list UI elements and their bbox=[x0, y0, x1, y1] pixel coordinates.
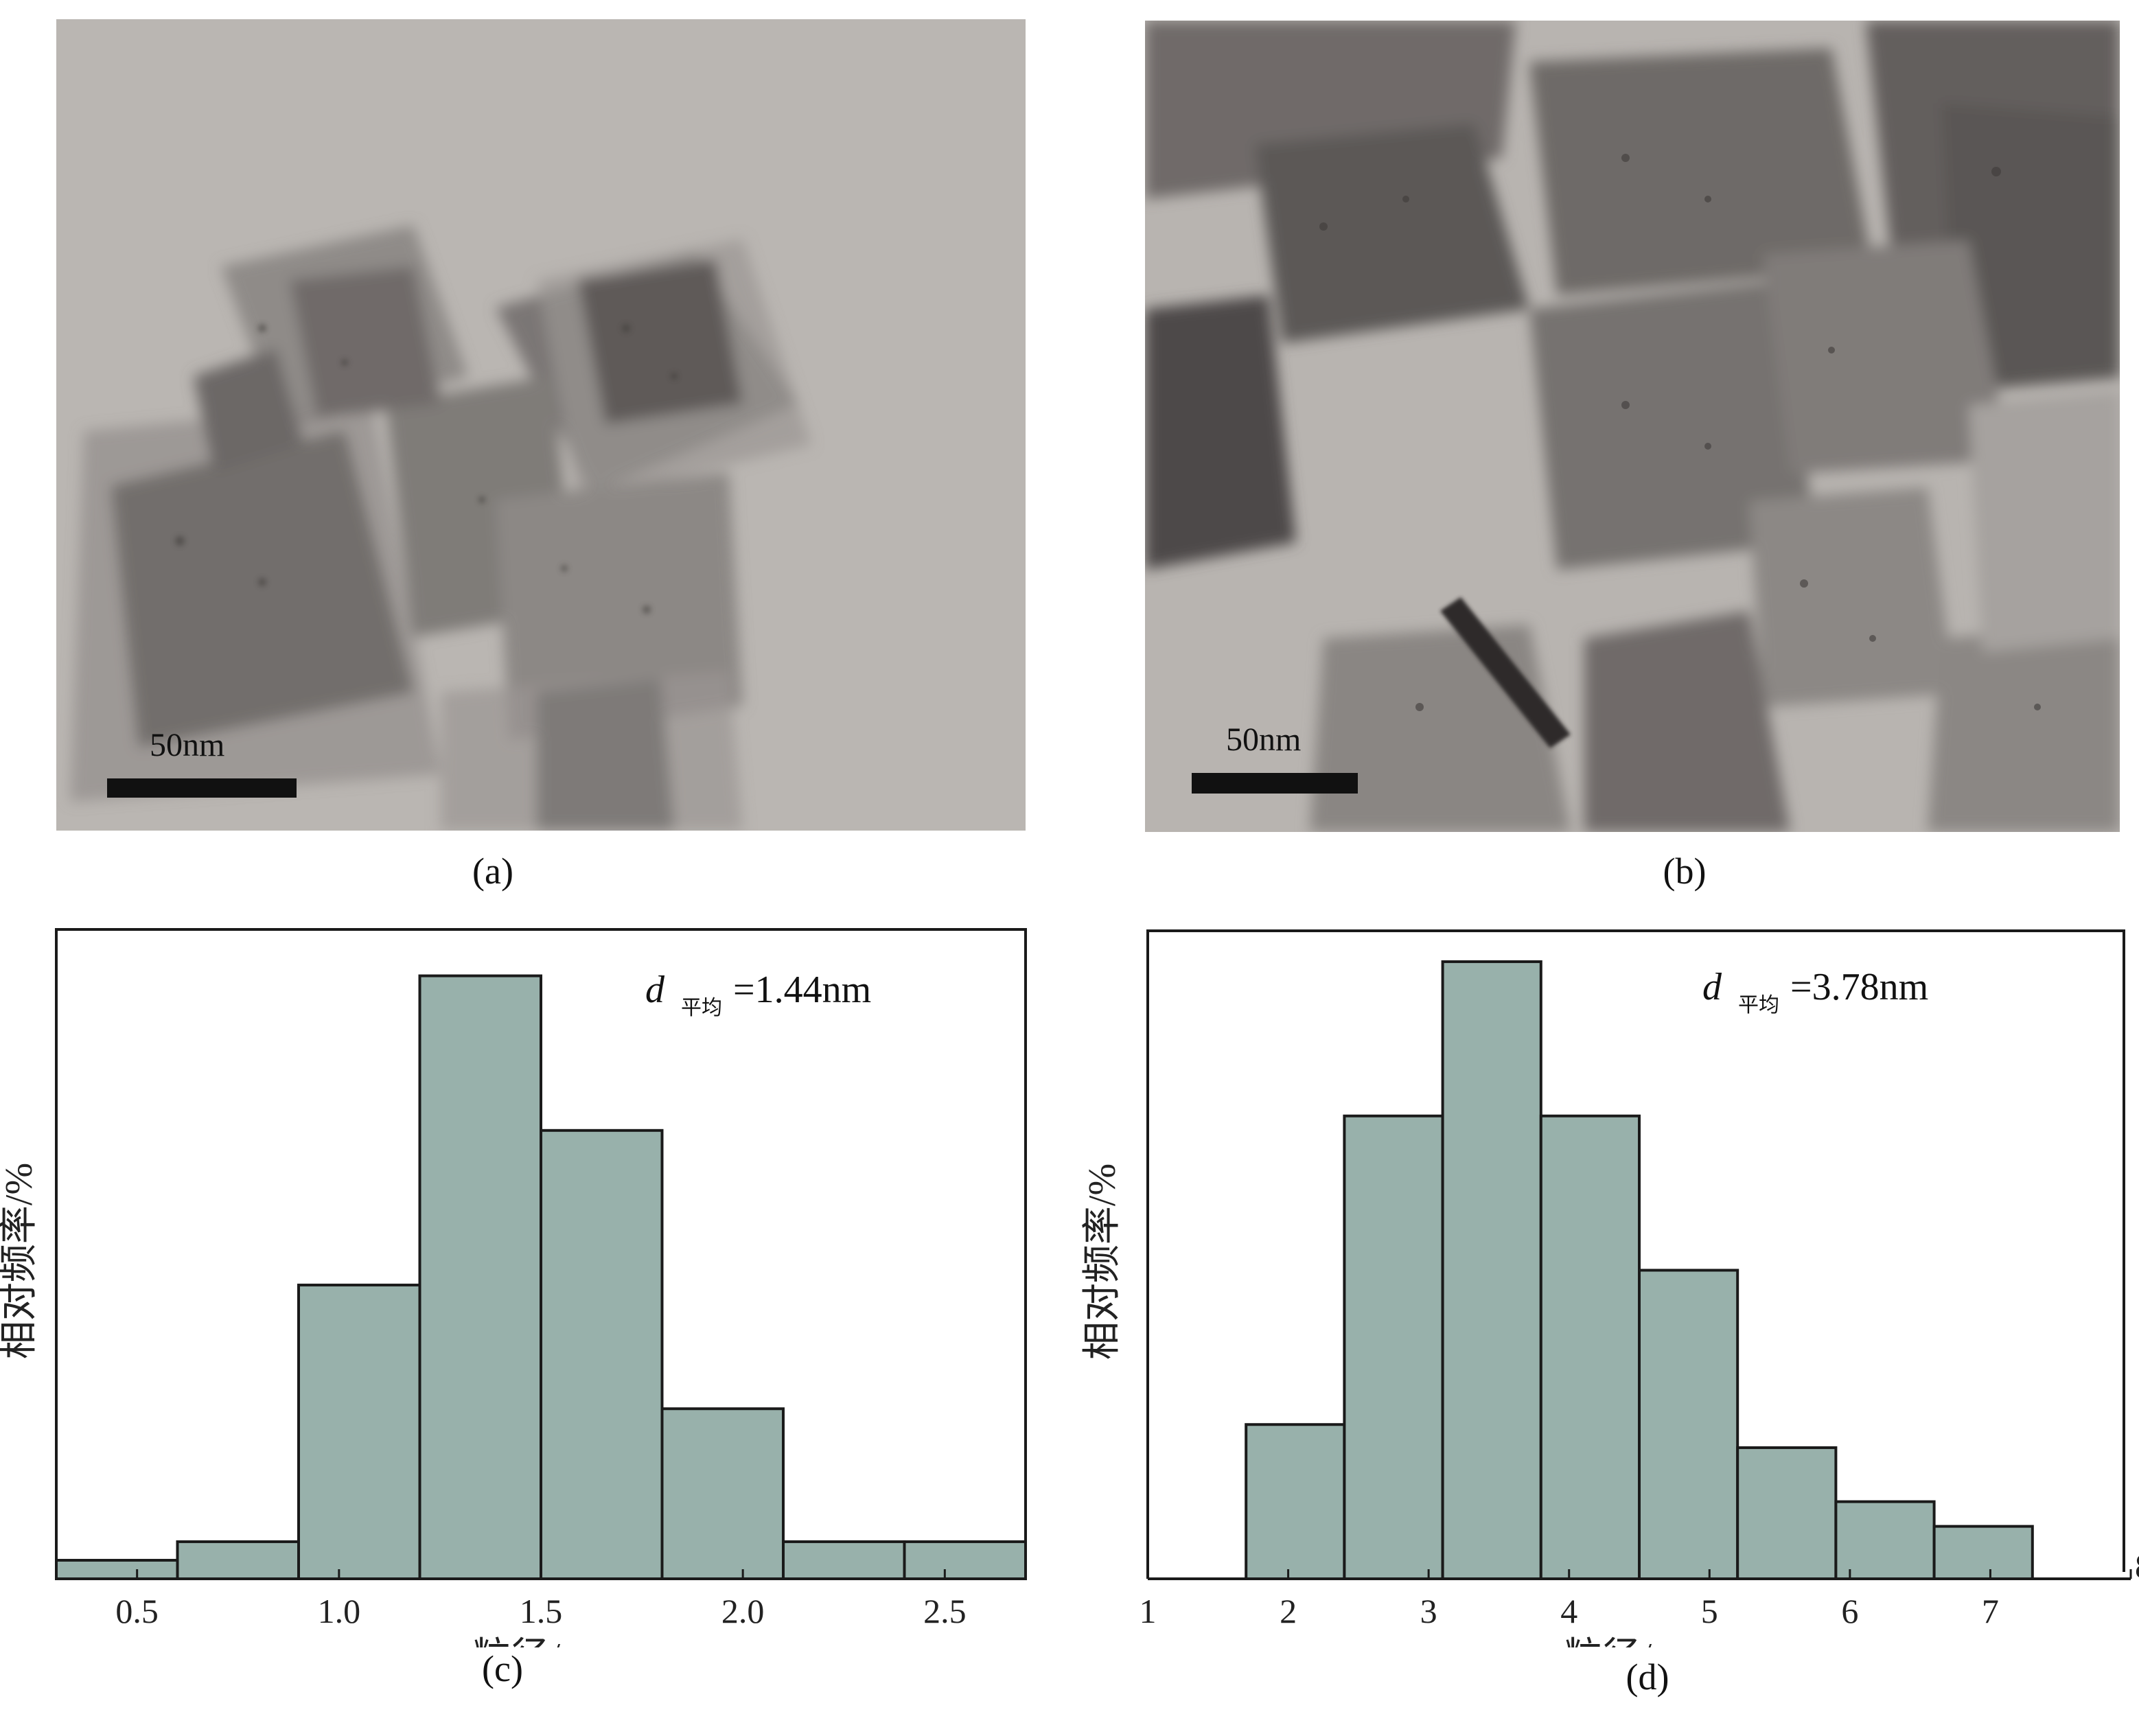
histogram-d: 1 2 3 4 5 6 7 8 粒径/nm 相对频率/% d 平均 =3.78nm bbox=[1071, 920, 2139, 1678]
histogram-bar bbox=[903, 1540, 1027, 1581]
annotation-value: =1.44nm bbox=[733, 969, 871, 1011]
histogram-bar bbox=[1539, 1114, 1641, 1580]
histogram-bar bbox=[176, 1540, 300, 1581]
mean-diameter-annotation: d 平均 =1.44nm bbox=[645, 969, 871, 1019]
x-tick-label: 1 bbox=[1140, 1592, 1157, 1630]
caption-d: (d) bbox=[1626, 1656, 1669, 1698]
y-axis-label: 相对频率/% bbox=[1081, 1164, 1124, 1360]
x-tick-label: 8 bbox=[2135, 1547, 2139, 1585]
tem-image-b-svg bbox=[1145, 21, 2120, 832]
caption-a: (a) bbox=[472, 850, 513, 892]
histogram-bar bbox=[1343, 1114, 1444, 1580]
scale-bar-b bbox=[1192, 773, 1358, 794]
tem-image-a: 50nm bbox=[56, 19, 1026, 831]
histogram-bar bbox=[297, 1284, 421, 1580]
annotation-value: =3.78nm bbox=[1790, 966, 1928, 1008]
x-axis-label: 粒径/nm bbox=[1564, 1636, 1700, 1647]
histogram-bar bbox=[1638, 1269, 1739, 1580]
x-tick-label: 5 bbox=[1701, 1592, 1718, 1630]
x-tick-label: 2 bbox=[1280, 1592, 1297, 1630]
x-tick-label: 6 bbox=[1841, 1592, 1858, 1630]
annotation-symbol: d bbox=[1702, 966, 1722, 1008]
histogram-d-svg: 1 2 3 4 5 6 7 8 粒径/nm 相对频率/% d 平均 =3.78nm bbox=[1081, 929, 2139, 1678]
histogram-bar bbox=[1245, 1423, 1346, 1580]
histogram-c-svg: 0.5 1.0 1.5 2.0 2.5 粒径/nm 相对频率/% d 平均 =1.44nm bbox=[0, 928, 1027, 1678]
plot-frame bbox=[1146, 929, 2125, 1579]
tem-image-a-svg bbox=[56, 19, 1026, 831]
histogram-c: 0.5 1.0 1.5 2.0 2.5 粒径/nm 相对频率/% d 平均 =1.44nm bbox=[0, 920, 1057, 1678]
annotation-subscript: 平均 bbox=[1738, 994, 1779, 1017]
histogram-bar bbox=[1736, 1446, 1838, 1581]
caption-b: (b) bbox=[1663, 850, 1707, 892]
histogram-bar bbox=[418, 974, 542, 1581]
x-tick-label: 4 bbox=[1560, 1592, 1577, 1630]
annotation-symbol: d bbox=[645, 969, 665, 1011]
mean-diameter-annotation: d 平均 =3.78nm bbox=[1702, 966, 1928, 1017]
x-tick-label: 7 bbox=[1982, 1592, 1999, 1630]
scale-label-b: 50nm bbox=[1226, 721, 1302, 758]
x-tick-label: 2.0 bbox=[721, 1592, 765, 1630]
x-tick-label: 0.5 bbox=[115, 1592, 159, 1630]
histogram-bar bbox=[540, 1129, 664, 1580]
histogram-bar bbox=[782, 1540, 906, 1581]
annotation-subscript: 平均 bbox=[681, 997, 722, 1019]
caption-c: (c) bbox=[482, 1648, 523, 1689]
y-axis-label: 相对频率/% bbox=[0, 1163, 41, 1359]
histogram-bar bbox=[1932, 1525, 2034, 1580]
x-tick-label: 1.0 bbox=[318, 1592, 361, 1630]
tem-image-b: 50nm bbox=[1145, 21, 2120, 832]
scale-bar-a bbox=[107, 778, 297, 798]
histogram-bar bbox=[1441, 960, 1542, 1580]
scale-label-a: 50nm bbox=[150, 727, 225, 763]
histogram-bar bbox=[660, 1407, 785, 1580]
x-tick-label: 3 bbox=[1420, 1592, 1437, 1630]
x-tick-label: 2.5 bbox=[923, 1592, 967, 1630]
x-tick-label: 1.5 bbox=[520, 1592, 563, 1630]
x-axis-label: 粒径/nm bbox=[472, 1636, 609, 1647]
histogram-bar bbox=[1834, 1500, 1936, 1580]
histogram-bar bbox=[55, 1558, 179, 1581]
